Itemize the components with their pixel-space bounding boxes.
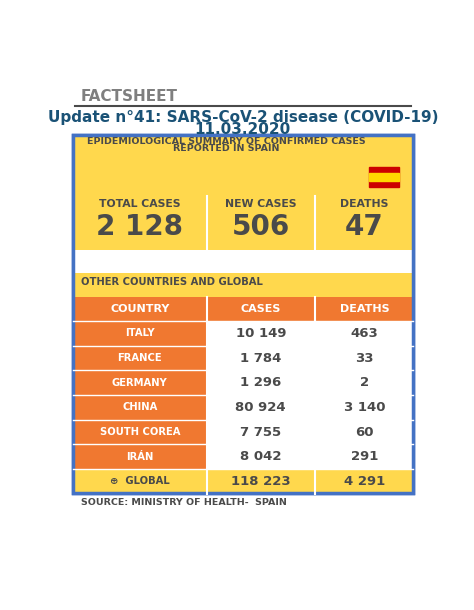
Text: 2 128: 2 128 [96,214,183,242]
FancyBboxPatch shape [73,346,413,370]
Text: 8 042: 8 042 [240,450,282,463]
Text: SOURCE: MINISTRY OF HEALTH-  SPAIN: SOURCE: MINISTRY OF HEALTH- SPAIN [81,498,287,508]
FancyBboxPatch shape [73,395,207,420]
Text: DEATHS: DEATHS [340,199,389,209]
Text: 1 784: 1 784 [240,351,282,365]
Text: 80 924: 80 924 [236,401,286,414]
FancyBboxPatch shape [73,444,413,469]
Text: 33: 33 [356,351,374,365]
FancyBboxPatch shape [73,469,207,493]
FancyBboxPatch shape [73,370,207,395]
FancyBboxPatch shape [73,273,413,296]
Text: 10 149: 10 149 [236,327,286,340]
Text: GERMANY: GERMANY [112,378,168,388]
FancyBboxPatch shape [73,135,413,493]
FancyBboxPatch shape [73,370,413,395]
Text: 2: 2 [360,376,369,389]
Text: COUNTRY: COUNTRY [110,304,170,314]
Text: 463: 463 [351,327,378,340]
FancyBboxPatch shape [73,250,413,273]
Text: IRÁN: IRÁN [126,451,154,462]
FancyBboxPatch shape [73,420,207,444]
Text: FRANCE: FRANCE [118,353,162,363]
FancyBboxPatch shape [73,135,413,196]
Bar [369,173,399,181]
Text: 11.03.2020: 11.03.2020 [195,123,291,137]
Text: TOTAL CASES: TOTAL CASES [99,199,181,209]
Bar [369,167,399,187]
Text: CHINA: CHINA [122,403,157,412]
Text: Update n°41: SARS-CoV-2 disease (COVID-19): Update n°41: SARS-CoV-2 disease (COVID-1… [48,110,438,125]
Text: DEATHS: DEATHS [340,304,390,314]
Text: 3 140: 3 140 [344,401,385,414]
Text: ⊕  GLOBAL: ⊕ GLOBAL [110,476,170,486]
Text: SOUTH COREA: SOUTH COREA [100,427,180,437]
Text: 7 755: 7 755 [240,426,281,439]
FancyBboxPatch shape [73,444,207,469]
Text: 1 296: 1 296 [240,376,282,389]
FancyBboxPatch shape [73,296,413,321]
Text: 118 223: 118 223 [231,475,291,488]
Text: NEW CASES: NEW CASES [225,199,297,209]
FancyBboxPatch shape [73,395,413,420]
Text: OTHER COUNTRIES AND GLOBAL: OTHER COUNTRIES AND GLOBAL [81,278,263,287]
Text: 47: 47 [345,214,384,242]
FancyBboxPatch shape [73,469,413,493]
FancyBboxPatch shape [73,321,413,346]
Text: FACTSHEET: FACTSHEET [81,88,178,104]
Text: ITALY: ITALY [125,328,155,339]
Text: 4 291: 4 291 [344,475,385,488]
FancyBboxPatch shape [73,346,207,370]
Text: 291: 291 [351,450,378,463]
Text: 60: 60 [356,426,374,439]
FancyBboxPatch shape [73,420,413,444]
FancyBboxPatch shape [73,196,413,250]
Text: 506: 506 [232,214,290,242]
Text: REPORTED IN SPAIN: REPORTED IN SPAIN [173,144,279,153]
Text: EPIDEMIOLOGICAL SUMMARY OF CONFIRMED CASES: EPIDEMIOLOGICAL SUMMARY OF CONFIRMED CAS… [87,137,365,146]
Text: CASES: CASES [241,304,281,314]
FancyBboxPatch shape [73,321,207,346]
